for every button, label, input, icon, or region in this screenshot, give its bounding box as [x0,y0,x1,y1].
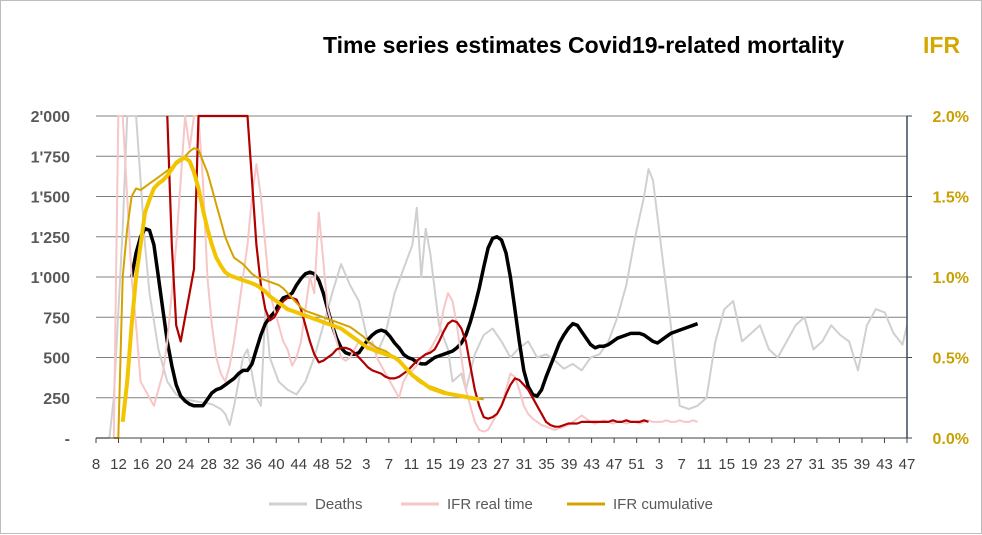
x-tick-label: 19 [741,456,758,473]
series-lines [96,114,907,439]
y-left-tick-label: 250 [43,391,70,408]
x-tick-label: 11 [404,456,420,473]
y-left-tick-label: 1'750 [31,149,71,166]
y-left-tick-label: 500 [43,351,70,368]
chart-title-ifr: IFR [923,32,960,58]
x-tick-label: 31 [516,456,533,473]
x-tick-label: 8 [92,456,100,473]
x-tick-label: 43 [583,456,600,473]
y-left-tick-label: 1'500 [31,190,71,207]
x-tick-label: 20 [155,456,172,473]
x-tick-label: 28 [200,456,217,473]
chart-title: Time series estimates Covid19-related mo… [323,32,844,58]
x-tick-label: 27 [493,456,510,473]
legend-label: IFR cumulative [613,496,713,513]
x-tick-label: 27 [786,456,803,473]
x-tick-label: 23 [471,456,488,473]
x-tick-label: 40 [268,456,285,473]
x-tick-label: 39 [854,456,871,473]
x-tick-label: 32 [223,456,240,473]
x-tick-label: 3 [362,456,370,473]
x-tick-label: 47 [899,456,916,473]
x-tick-label: 15 [718,456,735,473]
y-left-tick-label: 750 [43,310,70,327]
series-line-ifr-real-time-smoothed [166,114,649,428]
legend: Deaths IFR real time IFR cumulative [269,496,713,513]
x-tick-label: 52 [335,456,352,473]
x-tick-label: 43 [876,456,893,473]
x-tick-label: 47 [606,456,623,473]
y-left-tick-label: 1'000 [31,270,71,287]
legend-label: IFR real time [447,496,533,513]
x-tick-label: 11 [696,456,712,473]
x-tick-label: 35 [538,456,555,473]
x-tick-label: 15 [426,456,443,473]
x-tick-label: 24 [178,456,195,473]
y-right-tick-label: 2.0% [933,109,969,126]
x-tick-label: 7 [385,456,393,473]
y-left-tick-label: 1'250 [31,230,71,247]
x-tick-label: 16 [133,456,150,473]
x-tick-label: 23 [763,456,780,473]
y-right-tick-label: 1.5% [933,190,969,207]
x-tick-label: 19 [448,456,465,473]
y-left-tick-label: - [65,431,70,448]
axes: - 250 500 750 1'000 1'250 1'500 1'750 2'000 0.0% 0… [31,109,969,473]
series-line-deaths-smoothed [129,226,699,408]
legend-label: Deaths [315,496,363,513]
x-tick-label: 39 [561,456,578,473]
y-right-tick-label: 0.0% [933,431,969,448]
series-line-deaths [96,115,907,439]
x-tick-label: 44 [290,456,307,473]
series-line-ifr-cumulative-smoothed [120,155,480,423]
x-tick-label: 36 [245,456,262,473]
x-tick-label: 35 [831,456,848,473]
y-left-tick-label: 2'000 [31,109,71,126]
x-tick-label: 51 [628,456,645,473]
x-tick-label: 12 [110,456,127,473]
x-tick-label: 7 [678,456,686,473]
y-right-tick-label: 1.0% [933,270,969,287]
x-tick-label: 48 [313,456,330,473]
x-tick-label: 3 [655,456,663,473]
x-tick-label: 31 [809,456,826,473]
y-right-tick-label: 0.5% [933,351,969,368]
